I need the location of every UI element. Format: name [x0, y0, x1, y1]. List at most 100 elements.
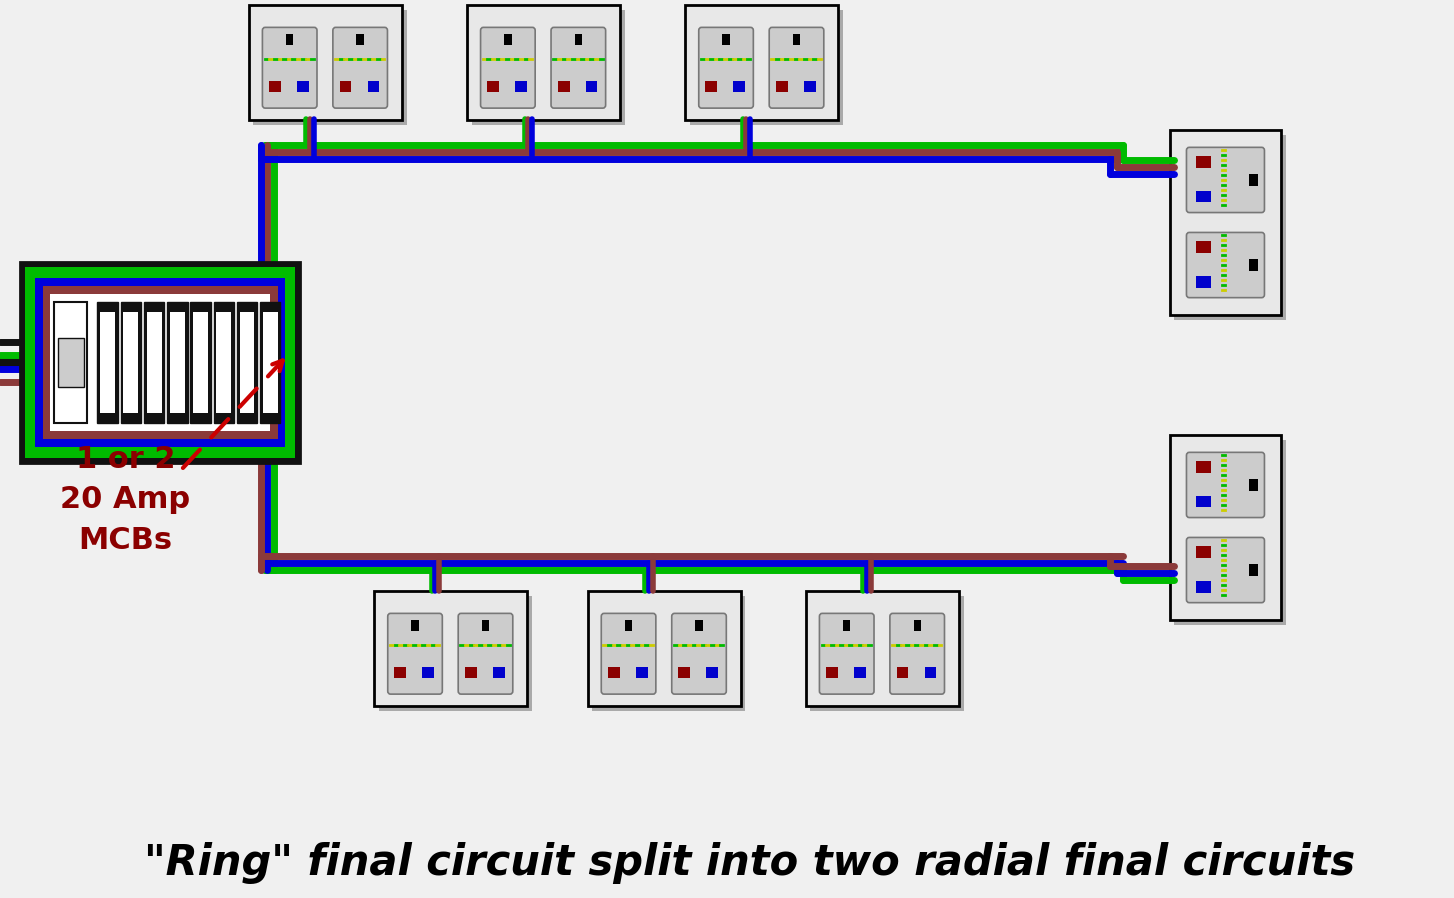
Bar	[1249, 260, 1258, 271]
Bar	[1197, 190, 1211, 202]
FancyBboxPatch shape	[481, 27, 535, 108]
Bar	[913, 621, 920, 630]
FancyBboxPatch shape	[333, 27, 387, 108]
Bar	[685, 5, 839, 120]
Bar	[733, 81, 744, 92]
Bar	[58, 339, 83, 387]
Bar	[193, 312, 208, 413]
Bar	[422, 667, 435, 678]
FancyBboxPatch shape	[551, 27, 606, 108]
Bar	[263, 312, 278, 413]
Bar	[411, 621, 419, 630]
Bar	[925, 667, 936, 678]
Bar	[471, 10, 625, 125]
Bar	[237, 302, 257, 423]
Bar	[144, 302, 164, 423]
Bar	[1197, 496, 1211, 507]
Bar	[147, 312, 161, 413]
Bar	[97, 302, 118, 423]
Bar	[253, 10, 407, 125]
Bar	[240, 312, 254, 413]
Bar	[170, 312, 185, 413]
Bar	[260, 302, 281, 423]
Bar	[723, 34, 730, 45]
Bar	[35, 278, 285, 447]
Bar	[1170, 130, 1281, 315]
Bar	[368, 81, 379, 92]
FancyBboxPatch shape	[388, 613, 442, 694]
Bar	[776, 81, 788, 92]
Bar	[689, 10, 843, 125]
Bar	[804, 81, 816, 92]
Bar	[558, 81, 570, 92]
Bar	[587, 591, 742, 706]
Bar	[190, 302, 211, 423]
Bar	[467, 5, 621, 120]
Bar	[20, 262, 300, 463]
Bar	[214, 302, 234, 423]
FancyBboxPatch shape	[1186, 233, 1265, 297]
Bar	[826, 667, 838, 678]
Bar	[505, 34, 512, 45]
Bar	[49, 294, 270, 431]
FancyBboxPatch shape	[602, 613, 656, 694]
FancyBboxPatch shape	[769, 27, 824, 108]
FancyBboxPatch shape	[262, 27, 317, 108]
Bar	[707, 667, 718, 678]
FancyBboxPatch shape	[1186, 537, 1265, 603]
FancyBboxPatch shape	[699, 27, 753, 108]
FancyBboxPatch shape	[458, 613, 513, 694]
Bar	[853, 667, 865, 678]
Bar	[586, 81, 598, 92]
Bar	[810, 596, 964, 711]
Bar	[54, 302, 87, 423]
Bar	[249, 5, 401, 120]
Text: 1 or 2
20 Amp
MCBs: 1 or 2 20 Amp MCBs	[60, 445, 190, 555]
Bar	[42, 286, 278, 439]
Bar	[1197, 242, 1211, 253]
FancyBboxPatch shape	[1186, 453, 1265, 517]
Bar	[592, 596, 746, 711]
Bar	[897, 667, 909, 678]
Bar	[679, 667, 691, 678]
Bar	[574, 34, 582, 45]
Bar	[695, 621, 702, 630]
Bar	[465, 667, 477, 678]
Bar	[843, 621, 851, 630]
Bar	[792, 34, 800, 45]
Bar	[356, 34, 364, 45]
Bar	[269, 81, 281, 92]
Bar	[487, 81, 499, 92]
FancyBboxPatch shape	[1186, 147, 1265, 213]
Bar	[1197, 276, 1211, 287]
Bar	[1175, 135, 1285, 320]
Bar	[286, 34, 294, 45]
Bar	[121, 302, 141, 423]
Bar	[100, 312, 115, 413]
Bar	[1197, 546, 1211, 559]
Bar	[705, 81, 717, 92]
Bar	[1249, 564, 1258, 576]
Text: "Ring" final circuit split into two radial final circuits: "Ring" final circuit split into two radi…	[144, 842, 1355, 884]
Bar	[1249, 479, 1258, 491]
Bar	[481, 621, 489, 630]
FancyBboxPatch shape	[890, 613, 945, 694]
Bar	[1197, 581, 1211, 593]
Bar	[1170, 435, 1281, 620]
Bar	[625, 621, 632, 630]
Bar	[515, 81, 526, 92]
Bar	[379, 596, 532, 711]
Bar	[1175, 440, 1285, 625]
Bar	[1197, 156, 1211, 168]
Bar	[124, 312, 138, 413]
Bar	[493, 667, 505, 678]
Bar	[374, 591, 528, 706]
FancyBboxPatch shape	[820, 613, 874, 694]
FancyBboxPatch shape	[672, 613, 727, 694]
Bar	[394, 667, 406, 678]
Bar	[1249, 174, 1258, 186]
Bar	[297, 81, 308, 92]
Bar	[635, 667, 647, 678]
Bar	[217, 312, 231, 413]
Bar	[167, 302, 188, 423]
